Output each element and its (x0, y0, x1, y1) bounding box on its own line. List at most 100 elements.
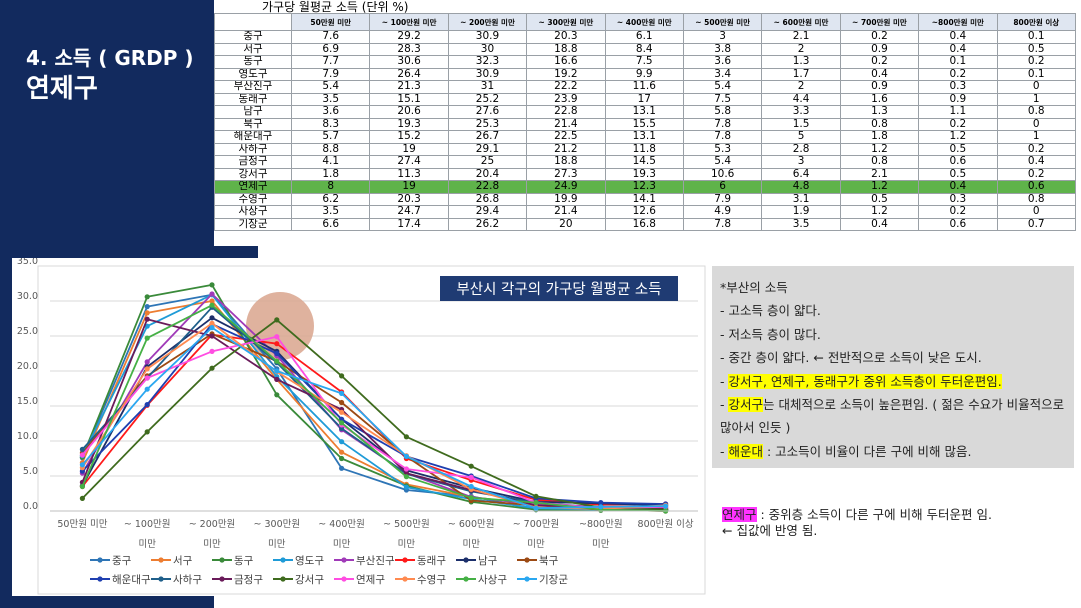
x-tick-label: ~ 600만원 미만 (448, 519, 495, 550)
data-point (274, 376, 280, 382)
table-cell: 18.8 (526, 42, 606, 56)
table-cell: 8.4 (604, 42, 684, 56)
x-tick-label-line: ~800만원 (579, 519, 623, 530)
y-tick-label: 35.0 (17, 258, 38, 267)
table-cell: 1.8 (839, 130, 920, 144)
slide-title-line2: 연제구 (26, 74, 98, 104)
legend-marker (280, 557, 286, 563)
chart-title-box (440, 276, 678, 301)
table-cell: 7.8 (682, 130, 763, 144)
table-header-cell: 800만원 이상 (996, 13, 1077, 31)
legend-marker (219, 576, 225, 582)
legend-label: 영도구 (295, 555, 324, 567)
table-cell: 18.8 (526, 155, 606, 169)
x-tick-label-line: ~ 700만원 (513, 519, 560, 530)
table-cell: 16.6 (526, 55, 606, 69)
table-cell: 5.8 (682, 105, 763, 119)
table-cell: 2 (761, 80, 841, 94)
x-tick-label-line: ~ 400만원 (318, 519, 365, 530)
data-point (663, 503, 669, 509)
table-cell: 2 (761, 42, 841, 56)
table-cell: 6.2 (290, 192, 371, 206)
table-cell: 0.2 (996, 142, 1077, 156)
table-cell: 0.9 (918, 92, 998, 106)
legend-marker (97, 576, 103, 582)
table-cell: 7.5 (682, 92, 763, 106)
data-point (339, 439, 345, 445)
data-point (144, 335, 150, 341)
note-item: - 강서구는 대체적으로 소득이 높은편임. ( 젊은 수요가 비율적으로 많아… (720, 393, 1066, 440)
data-point (209, 333, 215, 339)
table-cell: 29.4 (447, 205, 528, 219)
table-header-cell: 50만원 미만 (290, 13, 371, 31)
table-row: 부산진구 5.4 21.3 31 22.2 11.6 5.4 2 0.9 0.3 0 (214, 80, 1077, 94)
table-cell: 0.1 (918, 55, 998, 69)
data-point (144, 366, 150, 372)
table-cell: 5 (761, 130, 841, 144)
data-point (403, 453, 409, 459)
table-cell: 29.1 (447, 142, 528, 156)
table-cell: 0.4 (918, 180, 998, 194)
table-cell: 0.2 (839, 30, 920, 44)
table-cell: 13.1 (604, 130, 684, 144)
table-cell: 21.3 (369, 80, 449, 94)
row-label: 금정구 (214, 155, 292, 169)
table-cell: 5.7 (290, 130, 371, 144)
legend-label: 남구 (478, 555, 498, 567)
data-point (79, 495, 85, 501)
y-tick-label: 10.0 (17, 431, 38, 442)
x-tick-label-line: 미만 (592, 539, 610, 550)
data-point (598, 500, 604, 506)
table-cell: 1.3 (761, 55, 841, 69)
x-tick-label-line: 미만 (203, 539, 221, 550)
table-cell: 3.3 (761, 105, 841, 119)
x-tick-label-line: ~ 600만원 (448, 519, 495, 530)
table-cell: 20.4 (447, 167, 528, 181)
row-label: 사상구 (214, 205, 292, 219)
table-cell: 19.9 (526, 192, 606, 206)
income-line-chart: 부산시 각구의 가구당 월평균 소득 0.0 5.0 10.0 15.0 20.0 25.… (12, 258, 708, 596)
note-text: : 고소득이 비율이 다른 구에 비해 많음. (763, 443, 972, 459)
table-cell: 0 (996, 205, 1077, 219)
table-cell: 0 (996, 117, 1077, 131)
data-point (339, 420, 345, 426)
legend-marker (158, 557, 164, 563)
legend-label: 수영구 (417, 574, 446, 586)
data-point (209, 302, 215, 308)
data-point (144, 386, 150, 392)
legend-item: 사상구 (456, 574, 507, 586)
table-cell: 7.9 (290, 67, 371, 81)
table-row: 영도구 7.9 26.4 30.9 19.2 9.9 3.4 1.7 0.4 0.2 0.1 (214, 67, 1077, 81)
table-cell: 0.8 (996, 192, 1077, 206)
table-cell: 16.8 (604, 217, 684, 231)
table-cell: 30.6 (369, 55, 449, 69)
table-cell: 0.4 (918, 30, 998, 44)
table-cell: 24.9 (526, 180, 606, 194)
table-cell: 8 (290, 180, 371, 194)
legend-marker (402, 576, 408, 582)
table-cell: 5.4 (682, 155, 763, 169)
table-cell: 3.5 (290, 205, 371, 219)
table-cell: 0.8 (839, 117, 920, 131)
note-highlight: 해운대 (728, 443, 763, 459)
table-cell: 25.3 (447, 117, 528, 131)
notes-heading: *부산의 소득 (720, 280, 788, 295)
table-cell: 3.1 (761, 192, 841, 206)
data-point (339, 373, 345, 379)
table-cell: 0.6 (918, 217, 998, 231)
table-cell: 0.4 (996, 155, 1077, 169)
table-cell: 13.1 (604, 105, 684, 119)
note-item: - 저소득 층이 많다. (720, 326, 821, 342)
decorative-strip (214, 246, 258, 260)
legend-label: 중구 (112, 555, 132, 567)
x-tick-label: ~ 400만원 미만 (318, 519, 365, 550)
table-cell: 0.3 (918, 192, 998, 206)
data-point (339, 390, 345, 396)
legend-marker (97, 557, 103, 563)
table-header-cell: ~ 600만원 미만 (761, 13, 841, 31)
table-caption: 가구당 월평균 소득 (단위 %) (262, 0, 409, 14)
table-cell: 15.2 (369, 130, 449, 144)
data-point (468, 483, 474, 490)
legend-label: 금정구 (234, 574, 263, 586)
table-cell: 25.2 (447, 92, 528, 106)
